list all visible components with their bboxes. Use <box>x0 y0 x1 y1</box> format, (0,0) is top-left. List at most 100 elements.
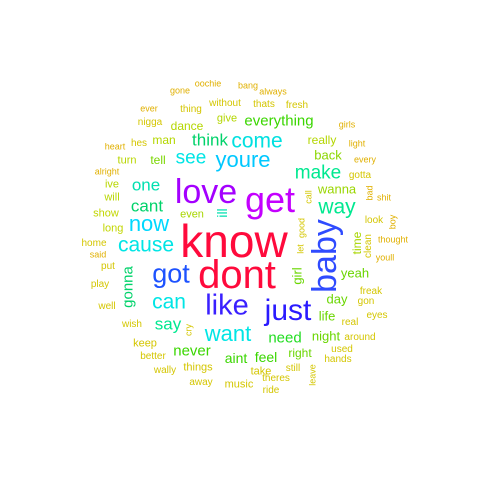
word-wanna: wanna <box>317 181 357 197</box>
word-youre: youre <box>215 147 271 172</box>
word-say: say <box>154 314 182 334</box>
word-shit: shit <box>376 192 392 203</box>
word-hes: hes <box>130 138 148 149</box>
word-gon: gon <box>357 296 375 307</box>
word-music: music <box>224 378 254 391</box>
word-got: got <box>152 258 190 289</box>
word-just: just <box>264 294 312 327</box>
word-everything: everything <box>244 112 314 130</box>
word-night: night <box>311 328 341 344</box>
word-ever: ever <box>140 103 158 114</box>
word-without: without <box>209 98 241 109</box>
word-heart: heart <box>104 141 126 152</box>
word-light: light <box>348 138 366 149</box>
word-better: better <box>140 351 166 362</box>
word-real: real <box>341 317 359 328</box>
word-fresh: fresh <box>285 100 309 111</box>
word-oochie: oochie <box>194 78 222 89</box>
word-gotta: gotta <box>348 170 372 181</box>
word-ride: ride <box>262 385 280 396</box>
word-let: let <box>295 244 306 254</box>
word-ive: ive <box>104 178 120 191</box>
word-make: make <box>294 162 342 184</box>
word-around: around <box>344 332 376 343</box>
word-ill: ill <box>214 208 230 218</box>
word-always: always <box>259 86 287 97</box>
word-youll: youll <box>375 252 395 263</box>
word-alright: alright <box>94 166 120 177</box>
word-time: time <box>350 231 364 255</box>
word-way: way <box>318 195 356 219</box>
word-really: really <box>307 133 337 147</box>
word-keep: keep <box>133 337 157 350</box>
word-want: want <box>204 321 252 346</box>
word-thought: thought <box>377 234 409 245</box>
word-things: things <box>183 361 213 374</box>
word-bang: bang <box>237 80 259 91</box>
word-think: think <box>192 130 228 150</box>
word-call: call <box>303 190 314 204</box>
word-baby: baby <box>306 219 344 293</box>
word-every: every <box>353 154 377 165</box>
word-man: man <box>152 133 176 147</box>
word-aint: aint <box>224 350 248 366</box>
word-said: said <box>89 249 107 260</box>
word-gonna: gonna <box>119 266 137 308</box>
word-cause: cause <box>117 233 175 257</box>
word-give: give <box>216 112 238 125</box>
word-play: play <box>90 279 110 290</box>
word-long: long <box>102 222 124 235</box>
word-even: even <box>180 208 204 221</box>
word-boy: boy <box>387 214 398 230</box>
word-know: know <box>180 215 288 267</box>
word-cry: cry <box>183 324 194 336</box>
word-theres: theres <box>262 373 290 384</box>
word-can: can <box>152 290 186 314</box>
word-gone: gone <box>169 85 191 96</box>
word-show: show <box>93 207 119 220</box>
word-bad: bad <box>364 185 375 201</box>
word-eyes: eyes <box>366 310 388 321</box>
word-dance: dance <box>170 119 204 133</box>
word-away: away <box>189 377 213 388</box>
word-leave: leave <box>307 364 318 386</box>
word-clean: clean <box>363 234 374 258</box>
word-like: like <box>205 289 249 322</box>
word-thing: thing <box>180 104 202 115</box>
word-get: get <box>244 179 296 220</box>
word-see: see <box>175 147 207 169</box>
word-tell: tell <box>150 153 166 167</box>
word-wish: wish <box>121 319 143 330</box>
word-right: right <box>288 346 312 360</box>
word-good: good <box>296 217 307 239</box>
word-well: well <box>98 301 116 312</box>
word-come: come <box>231 129 283 153</box>
word-feel: feel <box>254 349 278 365</box>
word-never: never <box>173 342 211 360</box>
word-thats: thats <box>253 99 275 110</box>
word-love: love <box>174 173 238 211</box>
word-still: still <box>285 363 301 374</box>
word-turn: turn <box>117 154 137 167</box>
word-girl: girl <box>289 267 305 285</box>
word-put: put <box>101 261 115 272</box>
word-wally: wally <box>153 365 177 376</box>
word-life: life <box>318 308 336 324</box>
word-day: day <box>326 291 348 307</box>
word-yeah: yeah <box>340 265 370 281</box>
word-back: back <box>314 147 342 163</box>
word-one: one <box>131 175 161 195</box>
word-dont: dont <box>198 253 276 297</box>
word-now: now <box>128 211 170 236</box>
word-look: look <box>364 215 384 226</box>
word-girls: girls <box>338 119 356 130</box>
word-home: home <box>81 238 107 249</box>
word-will: will <box>104 191 120 204</box>
word-nigga: nigga <box>137 117 163 128</box>
word-used: used <box>331 344 353 355</box>
word-freak: freak <box>359 286 383 297</box>
word-need: need <box>268 329 302 347</box>
word-hands: hands <box>324 354 352 365</box>
word-take: take <box>250 365 272 378</box>
